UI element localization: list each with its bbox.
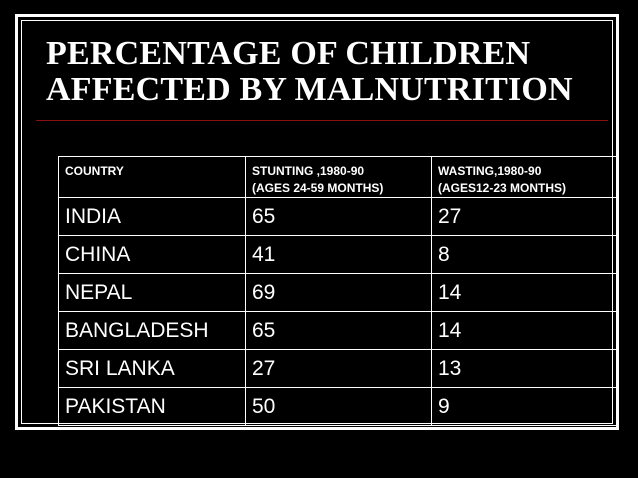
cell-stunting: 27 [245,349,432,388]
header-country: COUNTRY [58,156,246,198]
cell-stunting: 50 [245,387,432,426]
cell-wasting: 13 [431,349,619,388]
cell-wasting: 9 [431,387,619,426]
table-row: SRI LANKA 27 13 [58,349,619,388]
table-row: INDIA 65 27 [58,197,619,236]
cell-country: CHINA [58,235,246,274]
title-line-1: PERCENTAGE OF CHILDREN [46,35,531,72]
table-row: BANGLADESH 65 14 [58,311,619,350]
cell-country: BANGLADESH [58,311,246,350]
malnutrition-table: COUNTRY STUNTING ,1980-90 (AGES 24-59 MO… [58,156,619,426]
title-divider [36,120,608,121]
cell-wasting: 27 [431,197,619,236]
header-wasting: WASTING,1980-90 (AGES12-23 MONTHS) [431,156,619,198]
table-row: PAKISTAN 50 9 [58,387,619,426]
cell-stunting: 41 [245,235,432,274]
table-row: NEPAL 69 14 [58,273,619,312]
cell-stunting: 65 [245,311,432,350]
slide-title: PERCENTAGE OF CHILDREN AFFECTED BY MALNU… [46,36,606,108]
header-stunting-ages: (AGES 24-59 MONTHS) [252,181,384,195]
cell-stunting: 65 [245,197,432,236]
header-stunting: STUNTING ,1980-90 (AGES 24-59 MONTHS) [245,156,432,198]
cell-wasting: 14 [431,311,619,350]
header-wasting-label: WASTING,1980-90 [438,164,542,178]
cell-country: SRI LANKA [58,349,246,388]
title-line-2: AFFECTED BY MALNUTRITION [46,71,573,108]
header-country-label: COUNTRY [65,164,124,178]
cell-wasting: 8 [431,235,619,274]
cell-stunting: 69 [245,273,432,312]
cell-country: INDIA [58,197,246,236]
header-wasting-ages: (AGES12-23 MONTHS) [438,181,567,195]
table-header-row: COUNTRY STUNTING ,1980-90 (AGES 24-59 MO… [58,156,619,198]
header-stunting-label: STUNTING ,1980-90 [252,164,365,178]
cell-country: PAKISTAN [58,387,246,426]
table-row: CHINA 41 8 [58,235,619,274]
cell-country: NEPAL [58,273,246,312]
cell-wasting: 14 [431,273,619,312]
